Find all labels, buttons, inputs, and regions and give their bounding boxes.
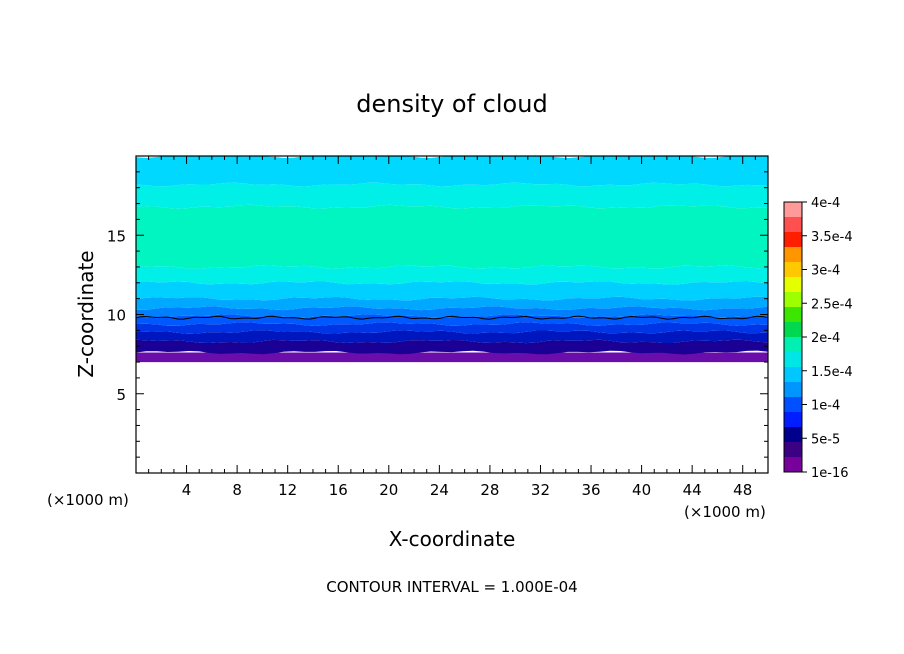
colorbar-swatch	[784, 262, 802, 278]
colorbar-swatch	[784, 202, 802, 218]
colorbar-swatch	[784, 277, 802, 293]
colorbar-swatch	[784, 382, 802, 398]
x-tick-label: 44	[683, 481, 702, 499]
field-band	[136, 339, 768, 355]
colorbar-swatch	[784, 232, 802, 248]
field-band	[136, 182, 768, 209]
field-band	[136, 330, 768, 344]
x-tick-label: 4	[182, 481, 192, 499]
colorbar-label: 5e-5	[811, 432, 840, 447]
colorbar-swatch	[784, 412, 802, 428]
x-tick-label: 8	[232, 481, 242, 499]
chart-title: density of cloud	[356, 90, 547, 118]
colorbar-swatch	[784, 427, 802, 443]
colorbar-swatch	[784, 292, 802, 308]
field-band	[136, 265, 768, 285]
x-tick-label: 12	[278, 481, 297, 499]
colorbar-label: 3e-4	[811, 264, 840, 279]
colorbar-label: 4e-4	[811, 196, 840, 211]
x-tick-label: 40	[632, 481, 651, 499]
field-band	[136, 204, 768, 269]
colorbar-swatch	[784, 352, 802, 368]
x-tick-label: 24	[430, 481, 449, 499]
x-axis-label: X-coordinate	[389, 527, 516, 551]
field-layers	[136, 156, 768, 363]
colorbar-swatch	[784, 397, 802, 413]
x-unit-right: (×1000 m)	[684, 503, 766, 521]
contour-line	[136, 315, 768, 320]
colorbar-swatch	[784, 457, 802, 473]
colorbar-label: 1.5e-4	[811, 365, 853, 380]
field-band	[136, 296, 768, 311]
colorbar-label: 1e-4	[811, 399, 840, 414]
x-tick-label: 28	[480, 481, 499, 499]
colorbar-swatch	[784, 322, 802, 338]
colorbar-swatch	[784, 367, 802, 383]
colorbar: 4e-4 3.5e-4 3e-4 2.5e-4 2e-4 1.5e-4 1e-4 5e-5 1e…	[783, 196, 853, 481]
x-tick-label: 20	[379, 481, 398, 499]
colorbar-swatch	[784, 307, 802, 323]
x-tick-label: 36	[581, 481, 600, 499]
field-band	[136, 281, 768, 301]
y-tick-label: 10	[107, 307, 126, 325]
x-tick-label: 32	[531, 481, 550, 499]
y-tick-label: 15	[107, 227, 126, 245]
y-tick-label: 5	[116, 386, 126, 404]
field-band	[136, 156, 768, 187]
x-tick-label: 48	[733, 481, 752, 499]
contour-interval-note: CONTOUR INTERVAL = 1.000E-04	[326, 578, 577, 596]
field-band	[136, 322, 768, 334]
colorbar-swatch	[784, 442, 802, 458]
x-tick-label: 16	[329, 481, 348, 499]
colorbar-label: 2.5e-4	[811, 297, 853, 312]
colorbar-label: 3.5e-4	[811, 230, 853, 245]
field-band	[136, 314, 768, 326]
x-unit-left: (×1000 m)	[47, 491, 129, 509]
colorbar-swatch	[784, 337, 802, 353]
colorbar-label: 2e-4	[811, 331, 840, 346]
field-band	[136, 352, 768, 363]
colorbar-label: 1e-16	[811, 466, 849, 481]
y-axis-label: Z-coordinate	[74, 250, 98, 377]
colorbar-swatch	[784, 217, 802, 233]
colorbar-swatch	[784, 247, 802, 263]
